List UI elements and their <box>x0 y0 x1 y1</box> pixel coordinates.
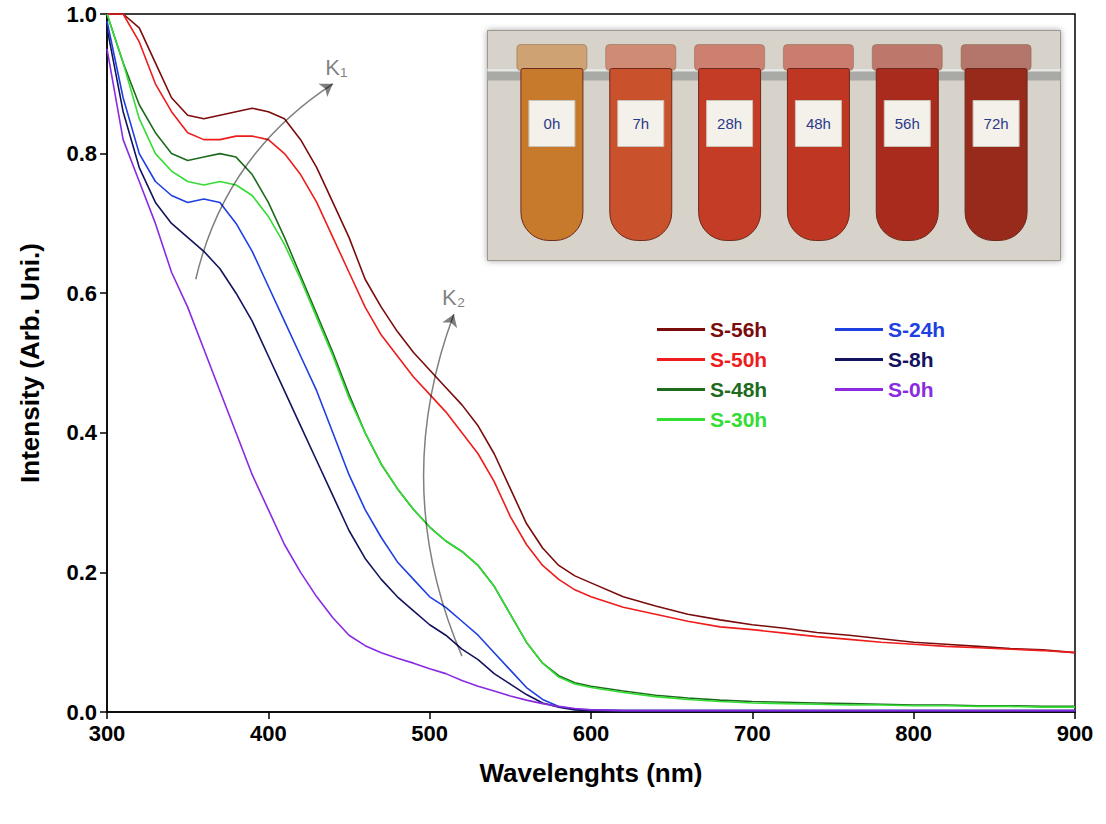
svg-text:S-24h: S-24h <box>888 318 945 341</box>
svg-text:S-50h: S-50h <box>710 348 767 371</box>
svg-text:900: 900 <box>1057 721 1094 746</box>
svg-text:48h: 48h <box>806 115 831 132</box>
svg-text:56h: 56h <box>895 115 920 132</box>
svg-text:0.4: 0.4 <box>66 420 97 445</box>
svg-text:K₂: K₂ <box>442 285 465 310</box>
svg-text:700: 700 <box>734 721 771 746</box>
svg-text:28h: 28h <box>717 115 742 132</box>
svg-text:0.8: 0.8 <box>66 141 97 166</box>
svg-text:0h: 0h <box>544 115 561 132</box>
svg-text:0.0: 0.0 <box>66 699 97 725</box>
svg-text:S-8h: S-8h <box>888 348 934 371</box>
svg-text:800: 800 <box>895 721 932 746</box>
svg-text:Wavelenghts (nm): Wavelenghts (nm) <box>480 758 703 788</box>
svg-text:Intensity (Arb. Uni.): Intensity (Arb. Uni.) <box>15 243 45 483</box>
svg-text:K₁: K₁ <box>325 55 347 80</box>
svg-text:S-0h: S-0h <box>888 378 934 401</box>
svg-text:0.6: 0.6 <box>66 281 97 306</box>
svg-text:600: 600 <box>573 721 610 746</box>
svg-text:0.2: 0.2 <box>66 560 97 585</box>
svg-text:7h: 7h <box>632 115 649 132</box>
svg-text:500: 500 <box>411 721 448 746</box>
svg-text:S-48h: S-48h <box>710 378 767 401</box>
svg-text:1.0: 1.0 <box>66 2 97 27</box>
svg-text:S-30h: S-30h <box>710 408 767 431</box>
svg-text:400: 400 <box>250 721 287 746</box>
svg-text:S-56h: S-56h <box>710 318 767 341</box>
svg-text:72h: 72h <box>984 115 1009 132</box>
svg-text:300: 300 <box>89 721 126 746</box>
